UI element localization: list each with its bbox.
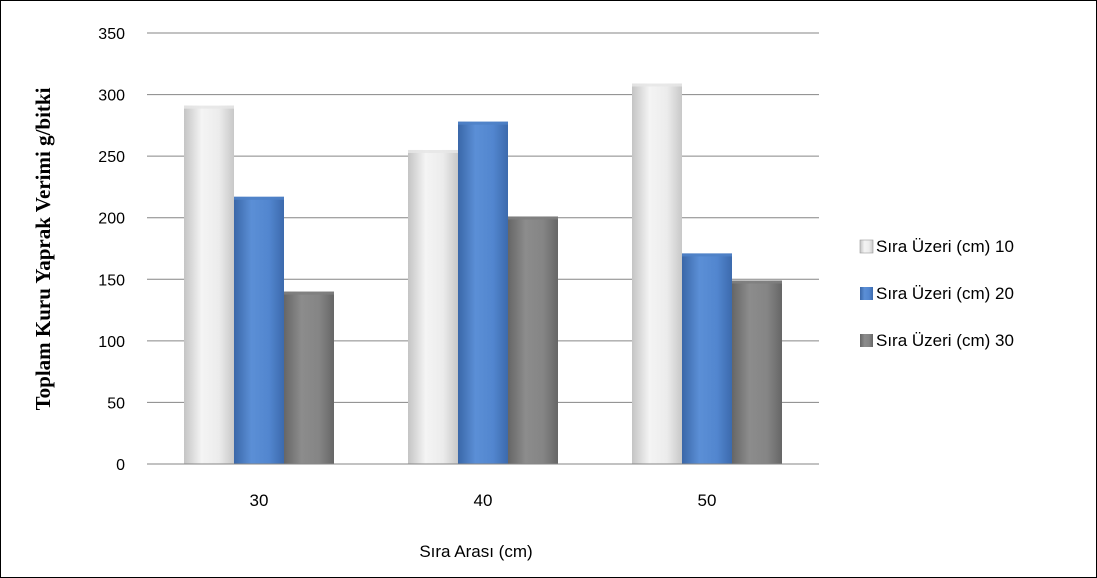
y-tick-label: 150: [98, 272, 125, 289]
y-axis-ticks: 0 50 100 150 200 250 300 350: [98, 26, 125, 474]
y-axis-label: Toplam Kuru Yaprak Verimi g/bitki: [31, 87, 55, 410]
bar: [508, 216, 558, 464]
bars: [184, 83, 782, 465]
legend-item: Sıra Üzeri (cm) 10: [859, 237, 1014, 256]
y-tick-label: 50: [107, 395, 125, 412]
y-tick-label: 350: [98, 26, 125, 43]
legend-swatch: [859, 239, 874, 254]
bar: [408, 149, 458, 464]
x-tick-label: 30: [250, 491, 269, 510]
bar: [184, 105, 234, 464]
legend-swatch: [860, 334, 873, 347]
bar: [732, 280, 782, 464]
x-tick-label: 40: [474, 491, 493, 510]
bar: [682, 253, 732, 464]
legend-item: Sıra Üzeri (cm) 30: [860, 331, 1014, 350]
legend-label: Sıra Üzeri (cm) 10: [876, 237, 1014, 256]
legend: Sıra Üzeri (cm) 10 Sıra Üzeri (cm) 20 Sıra…: [859, 237, 1014, 350]
x-axis-label: Sıra Arası (cm): [419, 542, 532, 561]
bar: [234, 196, 284, 464]
x-axis-ticks: 30 40 50: [250, 491, 717, 510]
y-tick-label: 300: [98, 88, 125, 105]
legend-item: Sıra Üzeri (cm) 20: [860, 284, 1014, 303]
bar: [458, 121, 508, 465]
legend-label: Sıra Üzeri (cm) 30: [876, 331, 1014, 350]
y-tick-label: 250: [98, 149, 125, 166]
bar: [632, 83, 682, 464]
legend-label: Sıra Üzeri (cm) 20: [876, 284, 1014, 303]
y-tick-label: 200: [98, 211, 125, 228]
x-tick-label: 50: [698, 491, 717, 510]
y-tick-label: 100: [98, 334, 125, 351]
legend-swatch: [860, 287, 873, 300]
y-tick-label: 0: [116, 457, 125, 474]
bar: [284, 291, 334, 464]
